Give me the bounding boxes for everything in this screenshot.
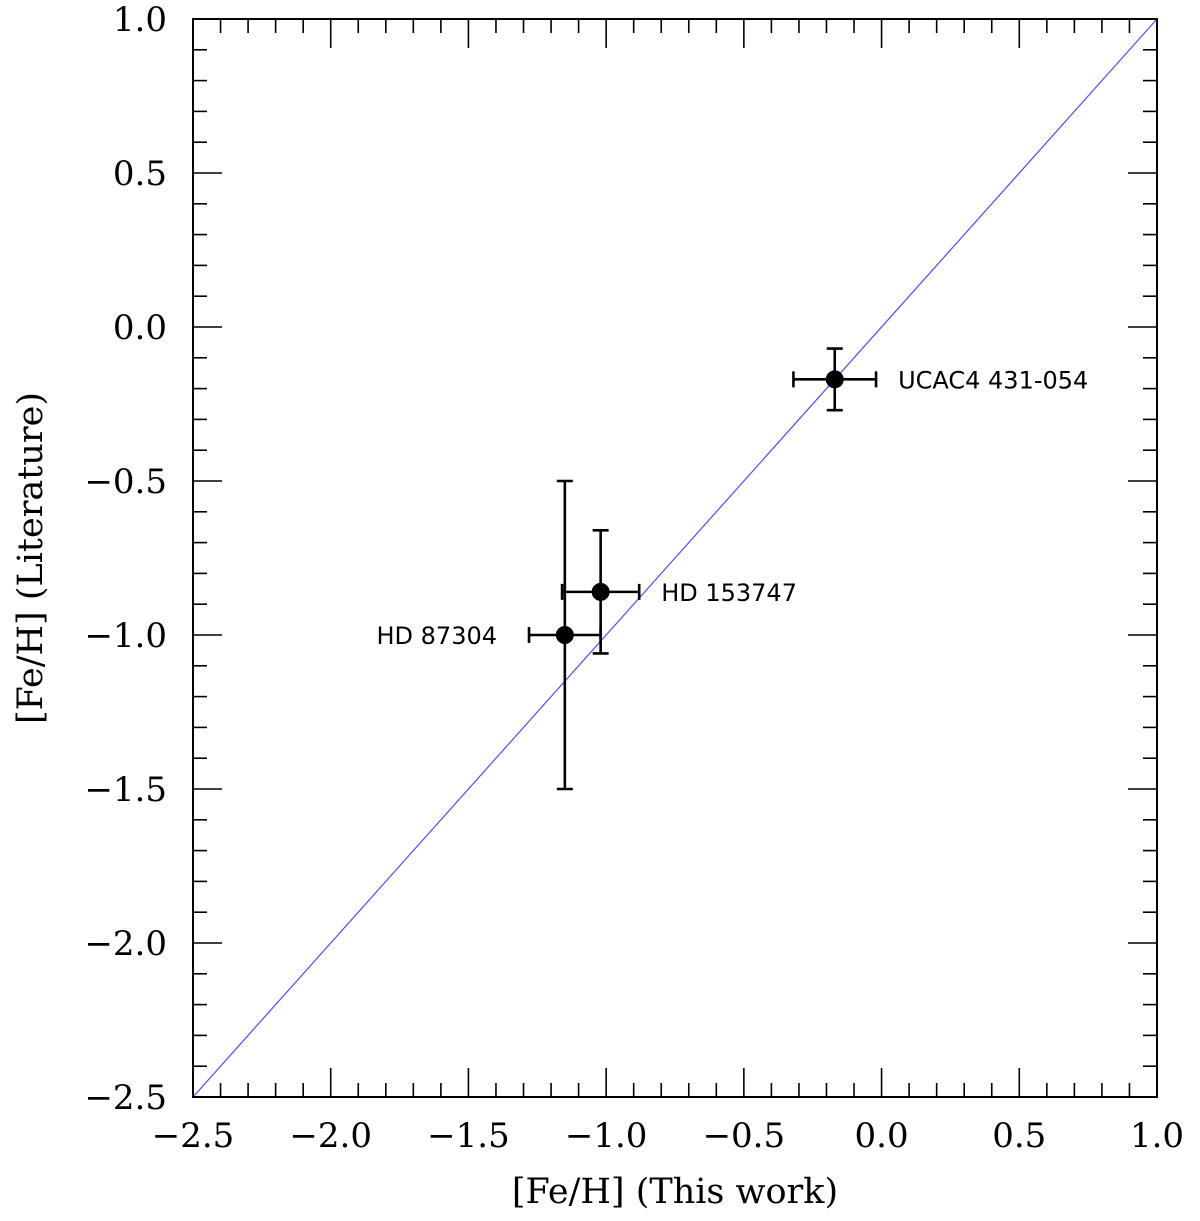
minor-ticks: [193, 19, 1157, 1097]
y-tick-label: 1.0: [113, 0, 167, 40]
y-tick-label: 0.5: [113, 154, 167, 194]
point-label: UCAC4 431-054: [898, 366, 1088, 394]
x-tick-label: −2.5: [152, 1116, 235, 1156]
y-axis-title: [Fe/H] (Literature): [11, 392, 51, 724]
x-tick-labels: −2.5 −2.0 −1.5 −1.0 −0.5 0.0 0.5 1.0: [152, 1116, 1184, 1156]
y-tick-labels: −2.5 −2.0 −1.5 −1.0 −0.5 0.0 0.5 1.0: [84, 0, 167, 1118]
x-tick-label: 0.5: [992, 1116, 1046, 1156]
y-tick-label: −2.0: [84, 924, 167, 964]
point-marker: [555, 626, 574, 644]
one-to-one-line: [192, 18, 1158, 1098]
point-label: HD 87304: [377, 622, 498, 650]
data-points: UCAC4 431-054 HD 153747 HD 87304: [377, 347, 1088, 791]
x-tick-label: −1.0: [565, 1116, 648, 1156]
plot-frame: [192, 18, 1158, 1098]
x-tick-label: 0.0: [855, 1116, 909, 1156]
y-tick-label: −1.0: [84, 616, 167, 656]
y-tick-label: −1.5: [84, 770, 167, 810]
y-tick-label: 0.0: [113, 308, 167, 348]
point-label: HD 153747: [661, 579, 797, 607]
point-marker: [591, 582, 610, 601]
x-tick-label: −2.0: [289, 1116, 372, 1156]
data-point: HD 87304: [377, 479, 602, 791]
y-tick-label: −2.5: [84, 1078, 167, 1118]
point-marker: [825, 370, 844, 389]
x-tick-label: 1.0: [1130, 1116, 1184, 1156]
x-tick-label: −0.5: [703, 1116, 786, 1156]
x-tick-label: −1.5: [427, 1116, 510, 1156]
data-point: UCAC4 431-054: [792, 347, 1088, 412]
x-axis-title: [Fe/H] (This work): [512, 1172, 838, 1212]
y-tick-label: −0.5: [84, 462, 167, 502]
